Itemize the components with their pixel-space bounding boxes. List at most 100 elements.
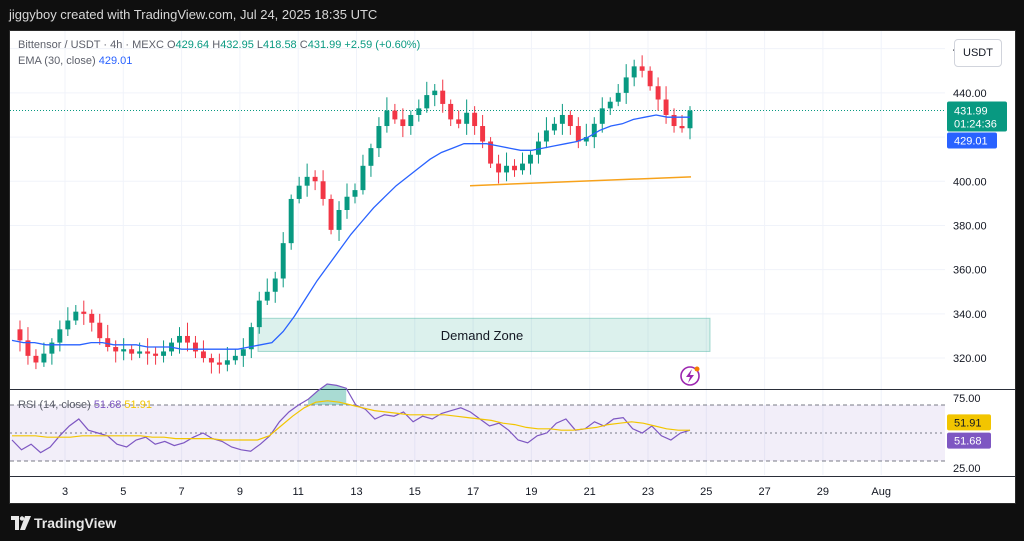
candle-body xyxy=(360,165,366,191)
candle-body xyxy=(113,347,119,352)
candle-body xyxy=(17,329,23,341)
header-text: jiggyboy created with TradingView.com, J… xyxy=(9,7,378,22)
candle-body xyxy=(89,313,95,323)
candle-body xyxy=(543,130,549,142)
time-tick-label: 25 xyxy=(700,486,712,498)
price-tick-label: 440.00 xyxy=(953,88,987,100)
time-tick-label: 29 xyxy=(817,486,829,498)
legend-symbol: Bittensor / USDT · 4h · MEXC xyxy=(18,39,164,51)
candle-body xyxy=(200,351,206,359)
candle-body xyxy=(424,95,430,109)
candle-body xyxy=(496,163,502,173)
price-tick-label: 400.00 xyxy=(953,176,987,188)
rsi-ma-line xyxy=(12,400,690,441)
candle-body xyxy=(408,114,414,127)
currency-button[interactable]: USDT xyxy=(954,39,1002,67)
rsi-overbought-fill xyxy=(308,384,347,405)
candle-body xyxy=(232,355,238,361)
candle-body xyxy=(97,322,103,339)
candle-body xyxy=(33,355,39,363)
candle-body xyxy=(535,141,541,155)
candle-body xyxy=(440,90,446,104)
alert-dot-icon xyxy=(694,366,700,372)
rsi-ma-tag-value: 51.91 xyxy=(954,417,982,429)
time-tick-label: 7 xyxy=(179,486,185,498)
chart-canvas[interactable]: Demand Zone 320.00 340.00 360.00 380.00 400.0… xyxy=(10,31,1015,503)
time-tick-label: 27 xyxy=(758,486,770,498)
candle-body xyxy=(639,66,645,71)
time-tick-label: Aug xyxy=(871,486,891,498)
candle-body xyxy=(663,99,669,115)
lightning-bolt-icon xyxy=(686,369,694,383)
legend-close-value: 431.99 xyxy=(307,39,342,51)
candle-body xyxy=(336,210,342,230)
candle-body xyxy=(352,190,358,197)
legend-ema[interactable]: EMA (30, close) 429.01 xyxy=(18,55,132,67)
price-tick-label: 340.00 xyxy=(953,309,987,321)
time-tick-label: 9 xyxy=(237,486,243,498)
rsi-tick-label: 25.00 xyxy=(953,463,981,475)
demand-zone-box xyxy=(257,317,711,352)
candle-body xyxy=(129,349,135,354)
candle-body xyxy=(599,108,605,124)
footer-bar: TradingView xyxy=(0,506,1024,541)
candle-body xyxy=(264,291,270,301)
candle-body xyxy=(121,349,127,352)
price-tick-label: 320.00 xyxy=(953,353,987,365)
legend-rsi[interactable]: RSI (14, close) 51.68 51.91 xyxy=(18,399,152,411)
candle-body xyxy=(344,196,350,210)
candle-body xyxy=(368,148,374,166)
legend-change: +2.59 (+0.60%) xyxy=(344,39,421,51)
candle-body xyxy=(400,119,406,127)
legend-low-value: 418.58 xyxy=(263,39,297,51)
demand-zone-label: Demand Zone xyxy=(441,328,523,343)
candle-body xyxy=(312,176,318,182)
candle-body xyxy=(623,77,629,93)
legend-high-label: H xyxy=(212,39,221,51)
legend-ema-value: 429.01 xyxy=(98,55,133,67)
candle-body xyxy=(224,360,230,365)
candle-body xyxy=(591,123,597,138)
candle-body xyxy=(615,92,621,102)
candle-body xyxy=(105,338,111,348)
candle-body xyxy=(671,114,677,127)
candle-body xyxy=(480,126,486,142)
price-tick-label: 360.00 xyxy=(953,265,987,277)
candle-body xyxy=(137,351,143,354)
candle-body xyxy=(456,119,462,124)
candle-body xyxy=(161,351,167,356)
legend-open-label: O xyxy=(166,39,176,51)
legend-rsi-ma-value: 51.91 xyxy=(124,399,152,411)
candle-body xyxy=(512,165,517,171)
chart-frame[interactable]: Demand Zone 320.00 340.00 360.00 380.00 400.0… xyxy=(9,30,1016,504)
bar-countdown: 01:24:36 xyxy=(954,119,997,131)
candle-body xyxy=(49,342,55,354)
footer-brand: TradingView xyxy=(34,515,117,531)
candle-body xyxy=(488,141,494,164)
candle-body xyxy=(57,329,63,343)
price-tick-label: 380.00 xyxy=(953,220,987,232)
ema-line xyxy=(11,114,690,350)
candle-body xyxy=(256,300,262,328)
candle-body xyxy=(81,311,87,314)
candle-body xyxy=(631,66,637,78)
candle-body xyxy=(240,349,246,356)
legend-high-value: 432.95 xyxy=(220,39,254,51)
candle-body xyxy=(679,126,685,129)
candle-body xyxy=(177,335,182,343)
candle-body xyxy=(65,320,71,330)
legend-close-label: C xyxy=(299,39,308,51)
candle-body xyxy=(432,90,438,96)
time-tick-label: 3 xyxy=(62,486,68,498)
candle-body xyxy=(655,86,661,100)
candle-body xyxy=(248,327,254,350)
rsi-tag-value: 51.68 xyxy=(954,436,982,448)
candle-body xyxy=(328,198,334,230)
candle-body xyxy=(41,353,47,363)
last-price-value: 431.99 xyxy=(954,106,988,118)
candle-body xyxy=(392,110,398,120)
candle-body xyxy=(551,123,557,131)
candle-body xyxy=(73,311,79,321)
candle-body xyxy=(687,110,693,129)
candle-body xyxy=(288,198,294,244)
